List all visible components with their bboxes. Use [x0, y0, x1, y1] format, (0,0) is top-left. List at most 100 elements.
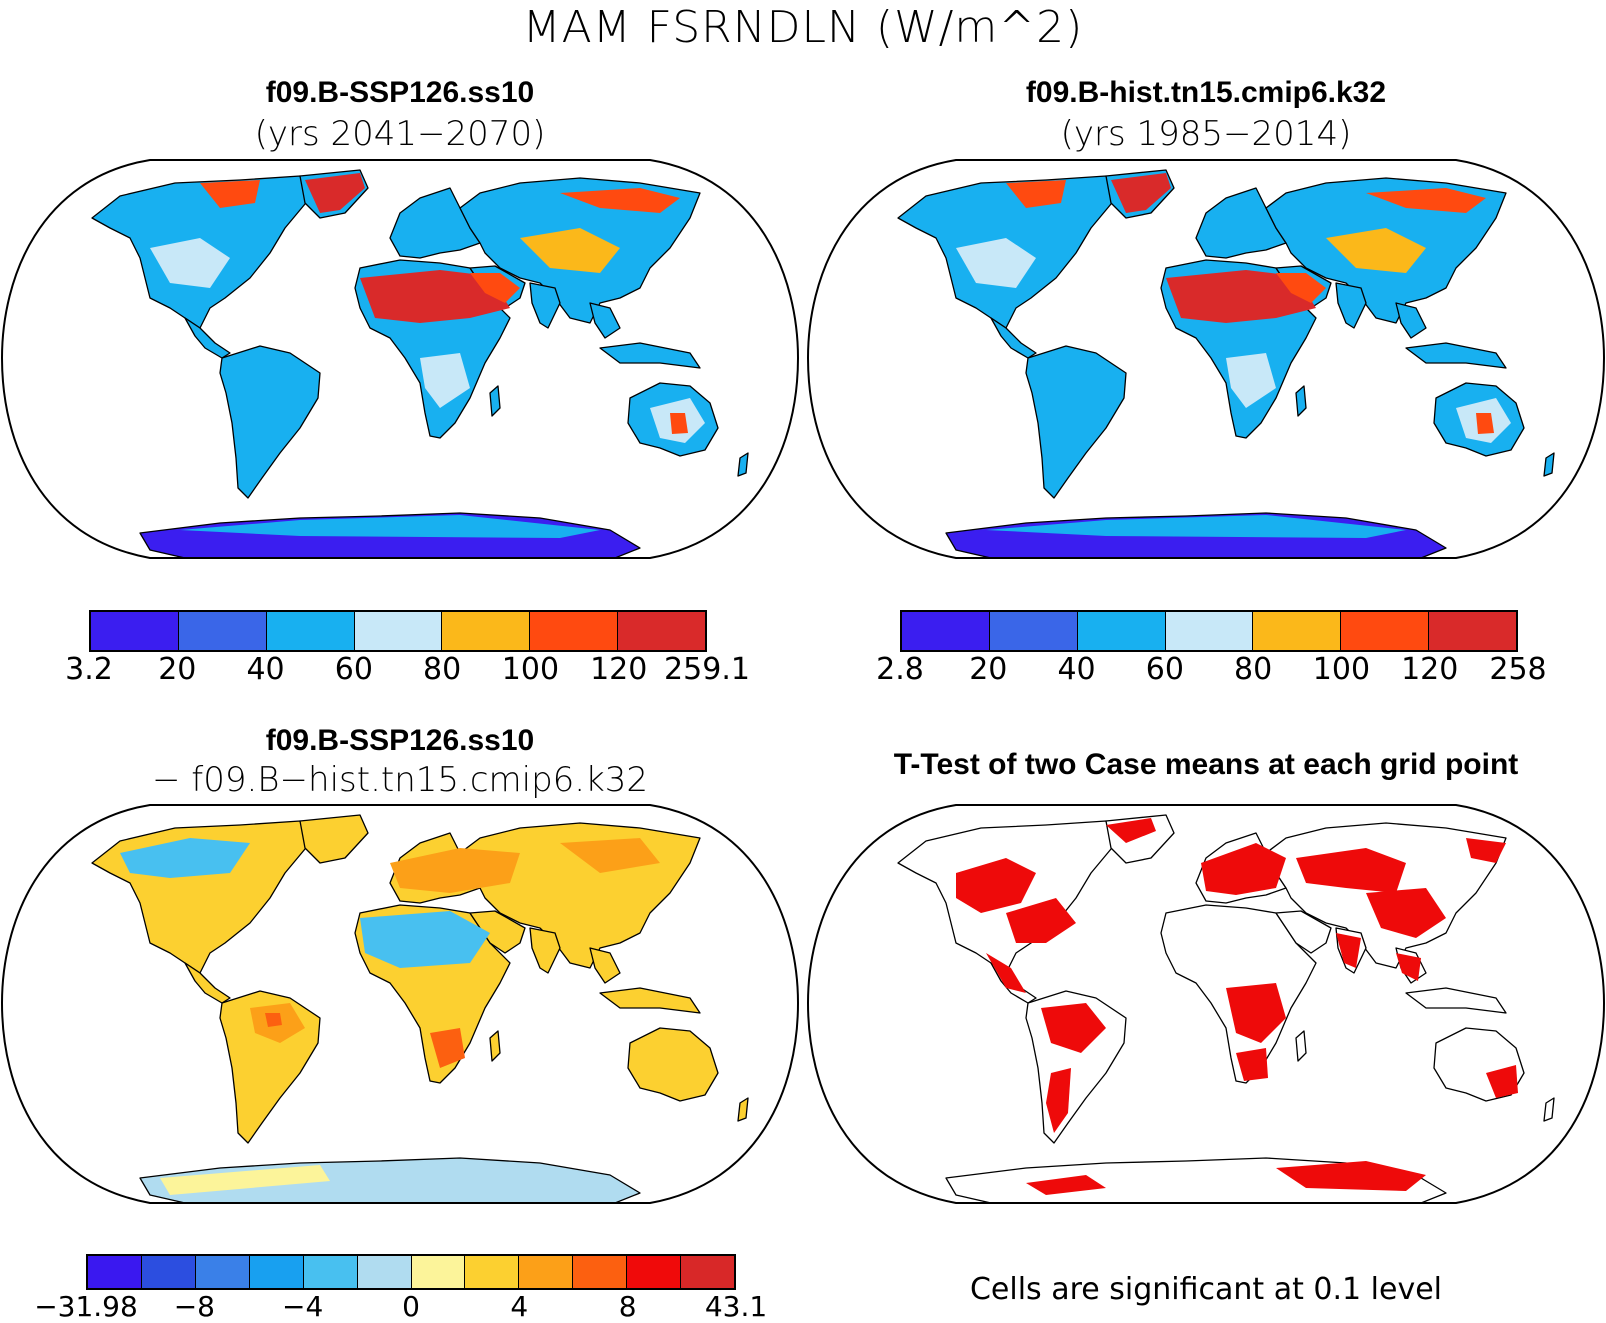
colorbar-tick-label: 100: [501, 652, 560, 687]
colorbar-tick-label: −8: [173, 1290, 215, 1323]
region-sahara-high: [1166, 270, 1316, 323]
panel-title-top-right: f09.B-hist.tn15.cmip6.k32: [1025, 76, 1387, 109]
significant-cells: [1201, 843, 1286, 895]
colorbar-tick-label: 120: [590, 652, 648, 687]
colorbar-swatch: [91, 612, 179, 650]
colorbar-swatch: [178, 612, 267, 650]
region-indonesia: [1405, 342, 1507, 369]
colorbar-tick-label: 100: [1312, 652, 1371, 687]
colorbar-tick-label: 4: [510, 1290, 529, 1323]
region-samerica: [1025, 345, 1127, 499]
panel-title-bottom-right: T-Test of two Case means at each grid po…: [893, 748, 1519, 781]
significant-cells: [986, 953, 1026, 993]
colorbar-tick-label: 258: [1489, 652, 1547, 687]
colorbar-swatch: [1253, 612, 1342, 650]
colorbar-tick-label: 80: [423, 652, 462, 687]
region-europe-positive: [390, 848, 520, 893]
region-antarctic-coast: [986, 515, 1406, 538]
region-nz: [1543, 1097, 1555, 1122]
significant-cells: [1106, 818, 1156, 843]
region-amazon-peak: [265, 1013, 282, 1027]
region-n-america-mid: [956, 238, 1036, 288]
colorbar-tick-label: 0: [402, 1290, 420, 1323]
region-siberia-high: [1366, 188, 1486, 213]
colorbar-tick-label: 80: [1234, 652, 1273, 687]
region-antarctica: [139, 1157, 641, 1203]
region-indonesia: [1405, 987, 1507, 1014]
significant-cells: [1366, 888, 1446, 938]
colorbar-top-left: [89, 610, 707, 652]
region-madagascar: [489, 1030, 501, 1062]
significant-cells: [1296, 848, 1406, 893]
region-greenland-high: [1111, 173, 1171, 213]
colorbar-swatch: [618, 612, 706, 650]
region-n-america-mid: [150, 238, 230, 288]
map-frame: [806, 159, 1606, 559]
region-arabia-high: [1276, 273, 1326, 303]
significant-cells: [956, 858, 1036, 913]
region-madagascar: [1295, 385, 1307, 417]
region-india: [1335, 282, 1367, 329]
colorbar-swatch: [442, 612, 531, 650]
colorbar-swatch: [303, 1256, 358, 1288]
region-indonesia: [599, 342, 701, 369]
colorbar-swatch: [627, 1256, 682, 1288]
significant-cells: [1486, 1065, 1518, 1098]
significant-cells: [1336, 933, 1361, 968]
region-camerica: [184, 317, 231, 359]
region-nz: [1543, 452, 1555, 477]
region-s-africa-positive: [430, 1028, 465, 1068]
region-australia-hot: [670, 413, 688, 434]
map-bottom-left: [0, 804, 800, 1204]
colorbar-swatch: [249, 1256, 304, 1288]
colorbar-swatch: [1077, 612, 1166, 650]
colorbar-tick-label: −31.98: [34, 1290, 138, 1323]
colorbar-tick-label: 60: [1145, 652, 1184, 687]
region-s-africa: [1226, 353, 1276, 408]
colorbar-swatch: [88, 1256, 142, 1288]
colorbar-swatch: [1341, 612, 1430, 650]
panel-subtitle-bottom-left: − f09.B−hist.tn15.cmip6.k32: [151, 760, 649, 800]
region-canada-negative: [120, 838, 250, 878]
region-india: [529, 282, 561, 329]
colorbar-swatch: [1165, 612, 1254, 650]
region-sahara-negative: [360, 911, 490, 968]
colorbar-swatch: [195, 1256, 250, 1288]
region-siberia-positive: [560, 838, 660, 873]
colorbar-tick-label: 40: [246, 652, 285, 687]
panel-title-top-left: f09.B-SSP126.ss10: [265, 76, 535, 109]
colorbar-swatch: [357, 1256, 412, 1288]
significant-cells: [1041, 1003, 1106, 1053]
significant-cells: [1046, 1068, 1071, 1133]
region-antarctic-coast: [180, 515, 600, 538]
region-camerica: [990, 317, 1037, 359]
region-arabia-high: [470, 273, 520, 303]
region-siberia-high: [560, 188, 680, 213]
colorbar-swatch: [989, 612, 1078, 650]
panel-title-bottom-left: f09.B-SSP126.ss10: [265, 724, 535, 757]
colorbar-tick-label: 259.1: [664, 652, 750, 687]
region-seasia: [1395, 302, 1427, 339]
colorbar-swatch: [530, 612, 619, 650]
region-sahara-high: [360, 270, 510, 323]
significant-cells: [1276, 1161, 1426, 1191]
region-seasia: [589, 947, 621, 984]
significant-cells: [1466, 838, 1506, 863]
region-samerica: [219, 345, 321, 499]
region-central-asia: [1326, 228, 1426, 273]
colorbar-swatch: [266, 612, 355, 650]
region-greenland-high: [305, 173, 365, 213]
region-arabia: [469, 910, 526, 954]
colorbar-swatch: [411, 1256, 466, 1288]
colorbar-tick-label: 20: [158, 652, 197, 687]
region-india: [529, 927, 561, 974]
colorbar-swatch: [1429, 612, 1517, 650]
region-madagascar: [1295, 1030, 1307, 1062]
region-s-africa: [420, 353, 470, 408]
region-australia: [627, 1027, 719, 1102]
colorbar-tick-label: 40: [1057, 652, 1096, 687]
colorbar-swatch: [141, 1256, 196, 1288]
significant-cells: [1396, 953, 1421, 981]
significance-note: Cells are significant at 0.1 level: [969, 1272, 1442, 1307]
colorbar-swatch: [573, 1256, 628, 1288]
